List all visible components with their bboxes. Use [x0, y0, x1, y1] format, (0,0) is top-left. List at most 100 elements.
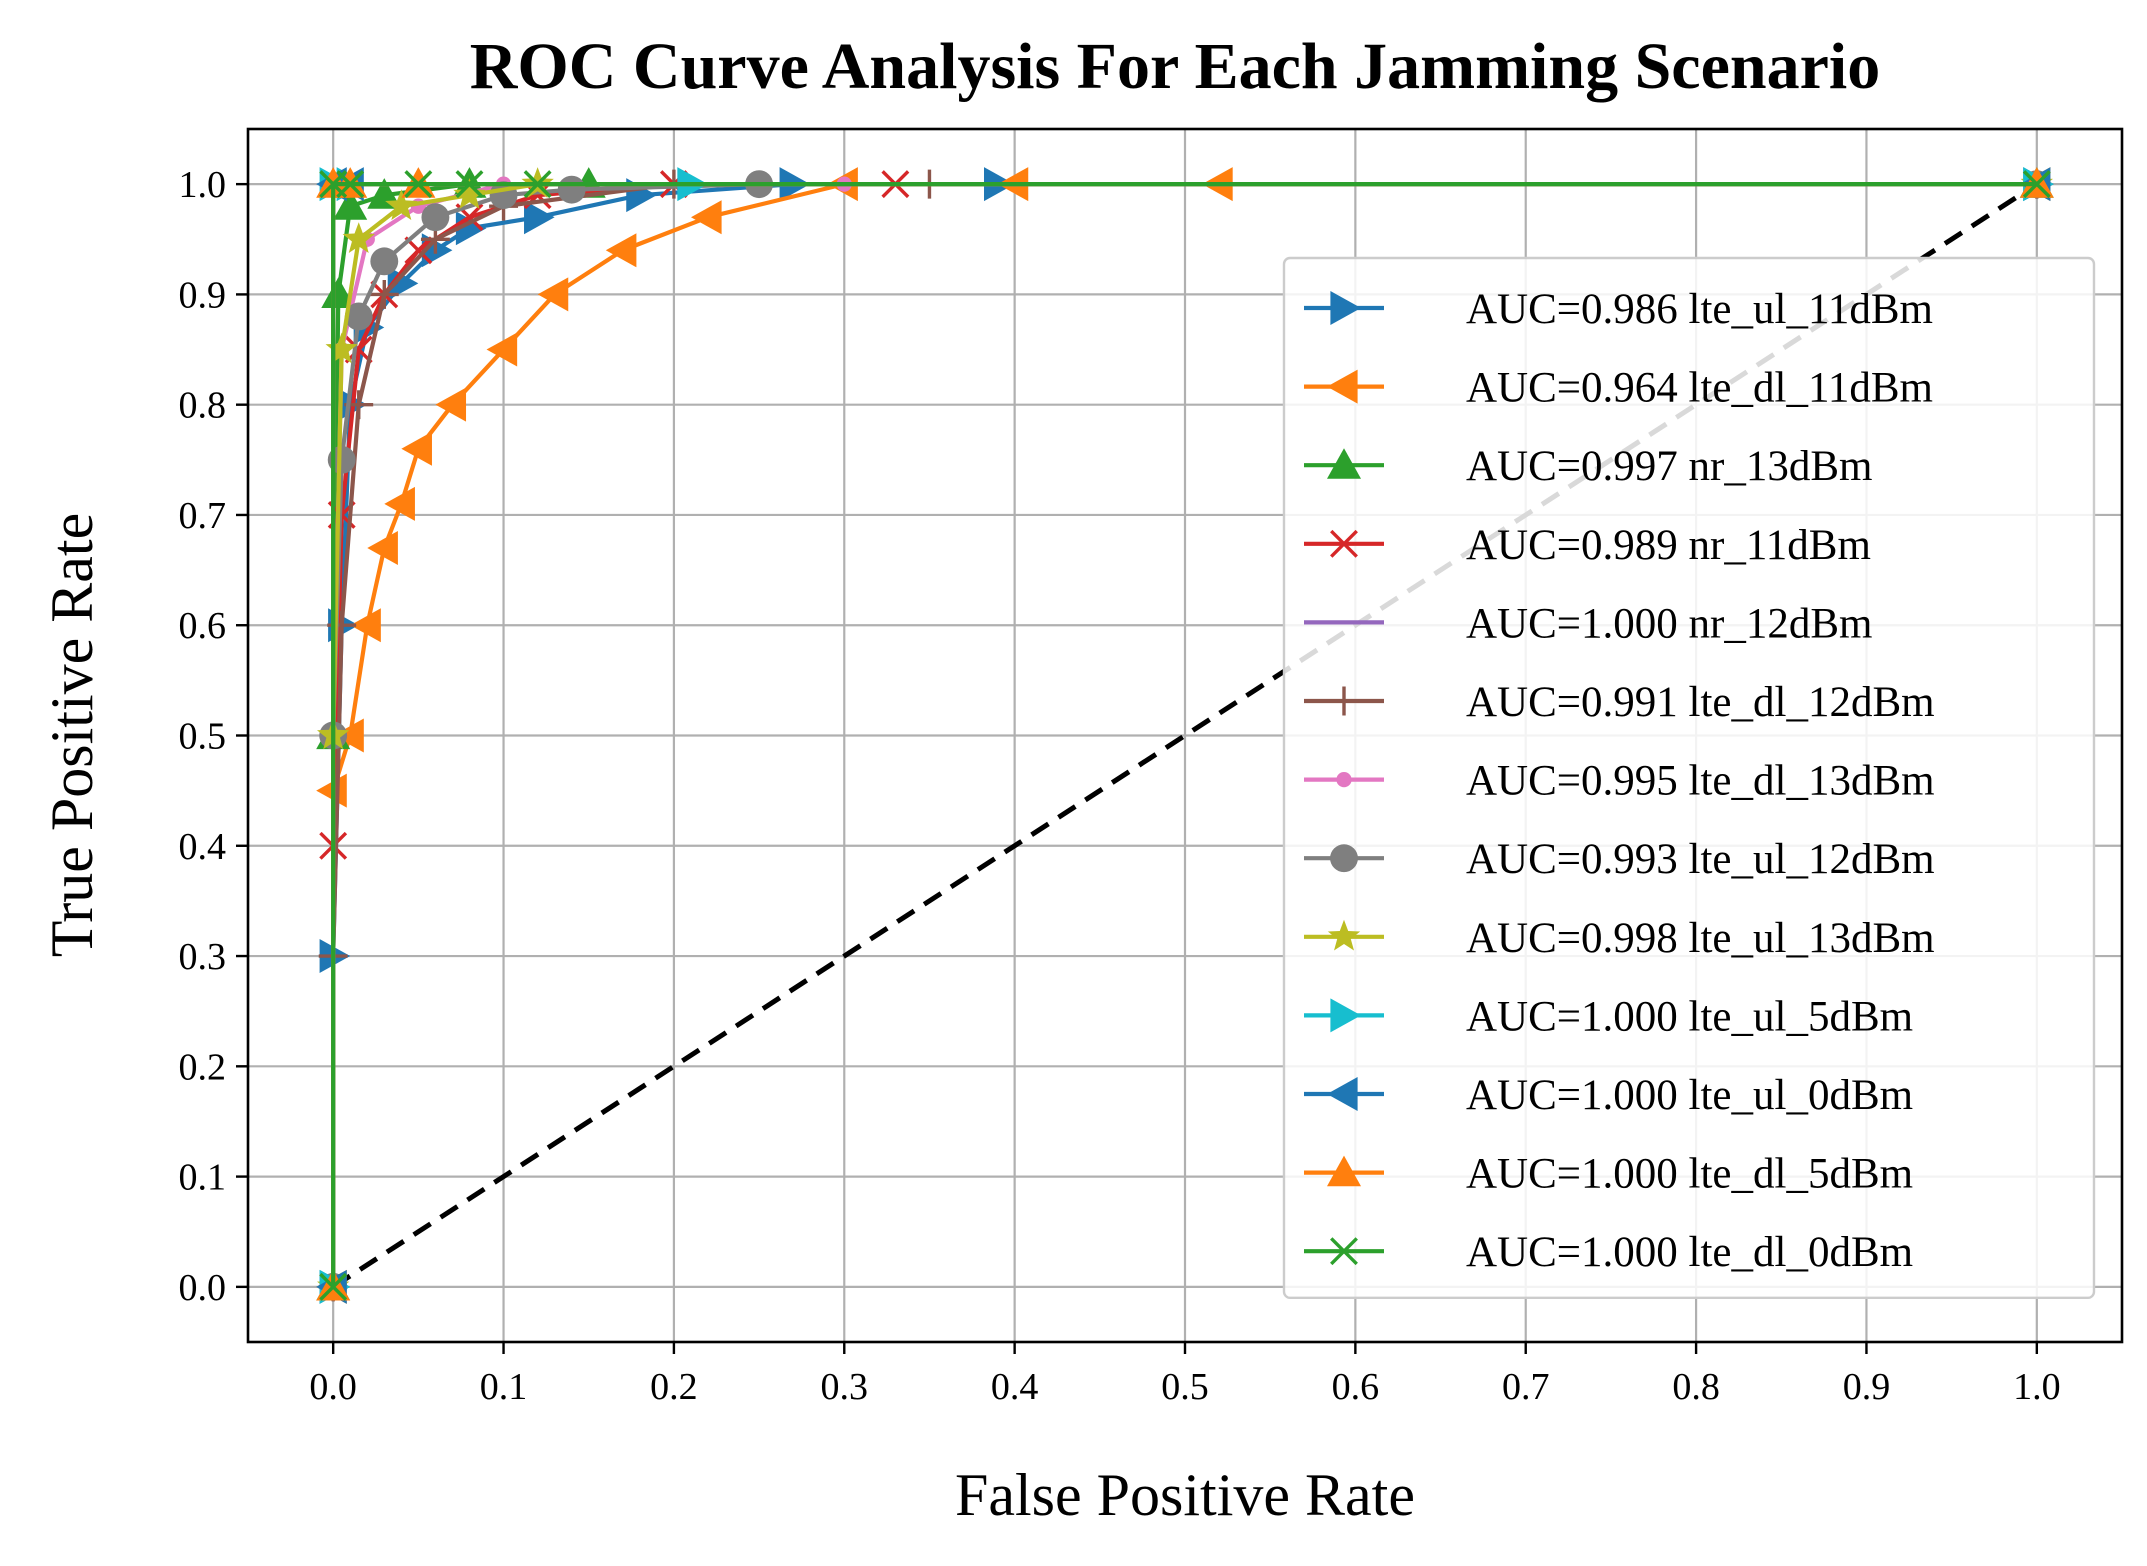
x-tick-label: 0.7	[1502, 1366, 1550, 1408]
legend-entry: AUC=0.991 lte_dl_12dBm	[1304, 679, 1935, 726]
x-tick-label: 1.0	[2013, 1366, 2061, 1408]
x-tick-label: 0.0	[309, 1366, 357, 1408]
y-tick-label: 0.3	[179, 936, 227, 978]
legend-entry: AUC=1.000 lte_dl_5dBm	[1304, 1151, 1913, 1198]
data-point-marker	[325, 332, 358, 364]
legend-entry: AUC=0.997 nr_13dBm	[1304, 443, 1872, 490]
legend-marker	[1327, 448, 1361, 479]
legend-marker	[1330, 998, 1361, 1033]
legend-label: AUC=1.000 lte_ul_5dBm	[1466, 993, 1913, 1040]
legend-marker	[1327, 369, 1358, 404]
legend-marker	[1330, 529, 1358, 558]
y-tick-label: 0.1	[179, 1157, 227, 1199]
legend-entry: AUC=0.986 lte_ul_11dBm	[1304, 286, 1933, 333]
y-tick-label: 0.6	[179, 605, 227, 647]
data-point-marker	[370, 247, 399, 276]
legend-entry: AUC=0.995 lte_dl_13dBm	[1304, 758, 1935, 805]
legend-entry: AUC=0.993 lte_ul_12dBm	[1304, 836, 1935, 883]
y-tick-label: 0.9	[179, 274, 227, 316]
data-point-marker	[524, 200, 555, 235]
data-point-marker	[342, 222, 375, 254]
y-tick-label: 0.7	[179, 495, 227, 537]
x-tick-label: 0.3	[821, 1366, 869, 1408]
x-tick-label: 0.1	[480, 1366, 528, 1408]
data-point-marker	[435, 387, 467, 422]
legend-box	[1282, 256, 2096, 1300]
x-tick-label: 0.8	[1672, 1366, 1720, 1408]
data-point-marker	[344, 302, 373, 331]
x-axis-label: False Positive Rate	[955, 1462, 1415, 1528]
legend-marker	[1330, 1237, 1358, 1266]
legend-entry: AUC=0.989 nr_11dBm	[1304, 522, 1871, 569]
legend-label: AUC=1.000 nr_12dBm	[1466, 600, 1872, 647]
data-point-marker	[387, 266, 419, 301]
tick-layer: 0.0 0.1 0.2 0.3 0.4 0.5 0.6 0.7 0.8 0.9 1.0 0.0 0.1 0…	[179, 164, 2061, 1408]
data-point-marker	[2022, 170, 2051, 199]
y-tick-label: 1.0	[179, 164, 227, 206]
data-point-marker	[557, 175, 586, 204]
data-point-marker	[486, 332, 518, 367]
legend-label: AUC=0.986 lte_ul_11dBm	[1466, 286, 1933, 333]
legend-marker	[1329, 686, 1359, 716]
data-point-marker	[350, 608, 381, 643]
y-tick-label: 0.2	[179, 1046, 227, 1088]
legend-label: AUC=1.000 lte_ul_0dBm	[1466, 1072, 1913, 1119]
legend-marker	[1330, 844, 1358, 873]
legend-label: AUC=1.000 lte_dl_0dBm	[1466, 1229, 1913, 1276]
data-point-marker	[336, 170, 365, 199]
legend-marker	[1336, 771, 1352, 788]
data-point-marker	[404, 170, 433, 199]
legend-marker	[1327, 1077, 1358, 1111]
series-layer	[316, 167, 2054, 1304]
data-point-marker	[385, 189, 418, 220]
reference-line-layer	[331, 182, 2039, 1289]
data-point-marker	[455, 170, 484, 199]
legend-entry: AUC=0.998 lte_ul_13dBm	[1304, 915, 1935, 962]
legend-marker	[1330, 291, 1361, 325]
y-tick-label: 0.8	[179, 385, 227, 427]
data-point-marker	[333, 189, 368, 220]
x-tick-label: 0.5	[1161, 1366, 1209, 1408]
data-point-marker	[401, 431, 432, 466]
data-point-marker	[605, 233, 637, 268]
data-point-marker	[344, 335, 373, 364]
data-point-marker	[690, 200, 722, 235]
legend-label: AUC=0.964 lte_dl_11dBm	[1466, 365, 1933, 412]
data-point-marker	[453, 178, 486, 209]
legend-entry: AUC=1.000 lte_ul_5dBm	[1304, 993, 1913, 1040]
x-tick-label: 0.2	[650, 1366, 698, 1408]
x-tick-label: 0.6	[1332, 1366, 1380, 1408]
legend-marker	[1327, 919, 1361, 951]
legend-label: AUC=0.998 lte_ul_13dBm	[1466, 915, 1935, 962]
legend-label: AUC=0.993 lte_ul_12dBm	[1466, 836, 1935, 883]
y-tick-label: 0.5	[179, 716, 227, 758]
chart-title: ROC Curve Analysis For Each Jamming Scen…	[470, 30, 1880, 103]
legend-entry: AUC=0.964 lte_dl_11dBm	[1304, 365, 1933, 412]
series-12	[319, 170, 2051, 1301]
legend: AUC=0.986 lte_ul_11dBm AUC=0.964 lte_dl_1…	[1282, 256, 2096, 1300]
legend-label: AUC=1.000 lte_dl_5dBm	[1466, 1151, 1913, 1198]
legend-entry: AUC=1.000 nr_12dBm	[1304, 600, 1872, 647]
legend-entry: AUC=1.000 lte_dl_0dBm	[1304, 1229, 1913, 1276]
data-point-marker	[333, 718, 364, 753]
legend-label: AUC=0.991 lte_dl_12dBm	[1466, 679, 1935, 726]
data-point-marker	[523, 170, 552, 199]
data-point-marker	[321, 277, 356, 309]
y-tick-label: 0.4	[179, 826, 227, 868]
data-point-marker	[384, 486, 415, 521]
data-point-marker	[421, 203, 450, 232]
legend-label: AUC=0.989 nr_11dBm	[1466, 522, 1871, 569]
legend-marker	[1327, 1155, 1361, 1187]
y-axis-label: True Positive Rate	[39, 513, 105, 957]
y-tick-label: 0.0	[179, 1267, 227, 1309]
x-tick-label: 0.4	[991, 1366, 1039, 1408]
data-point-marker	[367, 531, 398, 566]
legend-entry: AUC=1.000 lte_ul_0dBm	[1304, 1072, 1913, 1119]
legend-label: AUC=0.995 lte_dl_13dBm	[1466, 758, 1935, 805]
diagonal-reference-line	[331, 182, 2039, 1289]
data-point-marker	[537, 277, 569, 312]
x-tick-label: 0.9	[1843, 1366, 1891, 1408]
legend-label: AUC=0.997 nr_13dBm	[1466, 443, 1872, 490]
data-point-marker	[319, 1272, 348, 1301]
